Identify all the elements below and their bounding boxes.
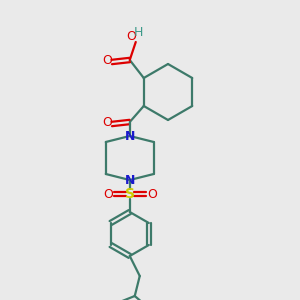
Text: S: S xyxy=(125,187,135,201)
Text: O: O xyxy=(103,188,113,200)
Text: O: O xyxy=(102,55,112,68)
Text: O: O xyxy=(102,116,112,130)
Text: O: O xyxy=(147,188,157,200)
Text: O: O xyxy=(126,31,136,44)
Text: H: H xyxy=(134,26,143,38)
Text: N: N xyxy=(124,173,135,187)
Text: N: N xyxy=(124,130,135,142)
